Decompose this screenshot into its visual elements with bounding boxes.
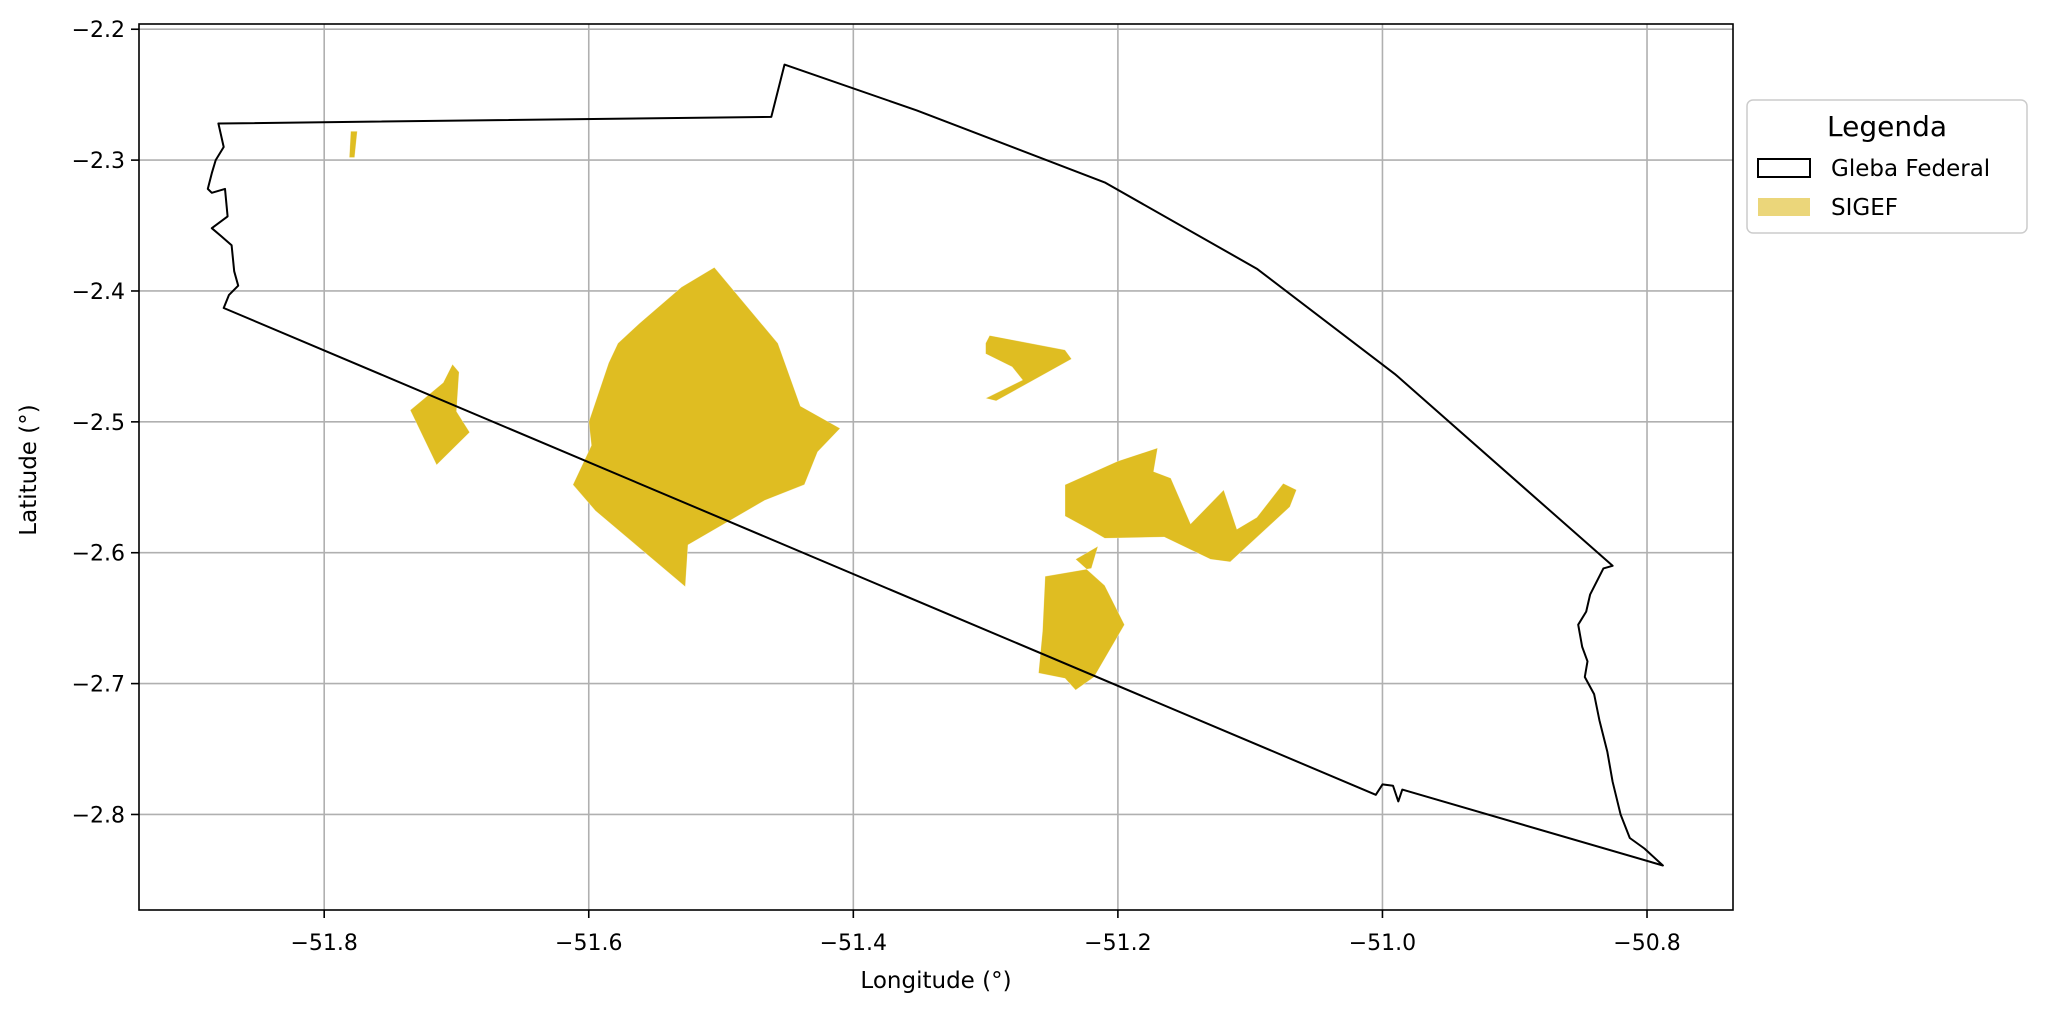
sigef-parcel (1064, 447, 1297, 563)
x-tick-label: −51.6 (555, 931, 622, 956)
y-tick-label: −2.7 (72, 673, 125, 698)
y-tick-label: −2.3 (72, 149, 125, 174)
x-tick-label: −51.2 (1084, 931, 1151, 956)
gleba-federal-outline (206, 63, 1664, 867)
gleba-federal-boundary (206, 63, 1664, 867)
y-tick-label: −2.8 (72, 803, 125, 828)
sigef-parcel (1038, 545, 1125, 691)
sigef-parcel (984, 335, 1073, 402)
legend-box (1746, 99, 2028, 234)
y-tick-label: −2.4 (72, 280, 125, 305)
x-axis-label: Longitude (°) (860, 968, 1011, 994)
x-tick-label: −51.0 (1349, 931, 1416, 956)
x-tick-label: −50.8 (1613, 931, 1680, 956)
y-tick-label: −2.5 (72, 411, 125, 436)
axis-ticks (131, 28, 1648, 918)
legend-swatch-sigef (1758, 198, 1810, 216)
y-axis-label: Latitude (°) (16, 404, 42, 535)
sigef-parcel (572, 267, 841, 588)
sigef-parcels (348, 131, 1297, 691)
legend: Legenda Gleba Federal SIGEF (1746, 99, 2028, 234)
y-tick-label: −2.6 (72, 542, 125, 567)
legend-swatch-gleba-federal (1757, 158, 1811, 178)
legend-label-gleba-federal: Gleba Federal (1831, 156, 1990, 182)
sigef-parcel (348, 131, 358, 158)
y-tick-label: −2.2 (72, 18, 125, 43)
x-tick-labels: −51.8 −51.6 −51.4 −51.2 −51.0 −50.8 (290, 931, 1680, 956)
grid-lines (139, 24, 1733, 910)
x-tick-label: −51.4 (820, 931, 887, 956)
legend-label-sigef: SIGEF (1831, 195, 1898, 221)
y-tick-labels: −2.2 −2.3 −2.4 −2.5 −2.6 −2.7 −2.8 (72, 18, 125, 828)
legend-title: Legenda (1827, 110, 1947, 143)
sigef-parcel (409, 363, 471, 466)
plot-area-frame (138, 23, 1734, 911)
x-tick-label: −51.8 (290, 931, 357, 956)
